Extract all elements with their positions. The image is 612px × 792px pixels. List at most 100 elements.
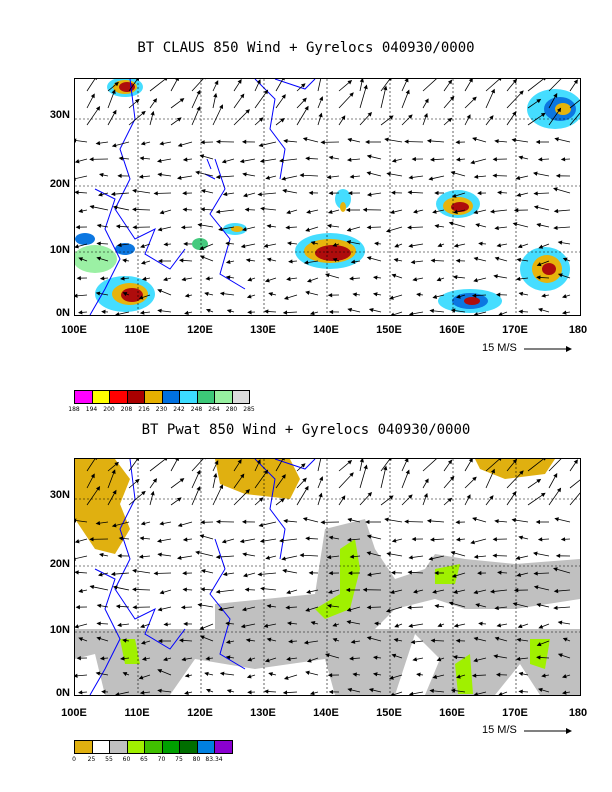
wind-vector-head: [471, 673, 477, 678]
wind-vector-head: [554, 137, 559, 142]
wind-vector-head: [215, 139, 221, 144]
bottom-lon-label: 110E: [124, 707, 150, 719]
wind-vector-head: [89, 157, 94, 162]
wind-vector-head: [404, 79, 409, 83]
wind-vector-head: [451, 573, 457, 578]
wind-vector-head: [453, 209, 458, 214]
wind-vector-head: [205, 276, 210, 281]
colorbar-swatch: [91, 740, 110, 754]
wind-vector-head: [98, 192, 103, 197]
wind-vector-head: [366, 605, 372, 610]
wind-vector-head: [140, 623, 145, 628]
wind-vector-head: [111, 523, 117, 528]
wind-vector-head: [159, 141, 164, 146]
wind-vector-head: [75, 159, 80, 164]
wind-vector-head: [246, 674, 252, 679]
wind-vector-head: [517, 244, 523, 249]
wind-vector-head: [424, 98, 429, 104]
wind-vector-head: [434, 604, 440, 609]
wind-vector-head: [556, 487, 562, 493]
wind-vector-head: [263, 89, 269, 95]
wind-vector-head: [413, 589, 418, 594]
wind-vector-head: [518, 155, 524, 160]
wind-vector-head: [515, 276, 521, 281]
wind-vector-head: [372, 292, 378, 297]
wind-vector-head: [489, 115, 494, 120]
wind-vector-head: [205, 656, 210, 661]
wind-vector: [391, 311, 403, 315]
wind-vector-head: [285, 605, 290, 610]
wind-vector-head: [282, 310, 288, 315]
wind-vector-head: [393, 258, 399, 263]
wind-vector-head: [196, 485, 201, 491]
wind-vector: [422, 79, 437, 92]
wind-vector-head: [308, 190, 313, 196]
wind-vector-head: [349, 92, 354, 97]
wind-vector-head: [259, 158, 265, 164]
wind-vector-head: [266, 637, 272, 642]
wind-vector-head: [496, 243, 502, 248]
wind-vector-head: [411, 536, 416, 542]
wind-vector-head: [158, 638, 163, 644]
wind-vector-head: [215, 209, 221, 214]
wind-vector: [75, 555, 88, 560]
wind-vector-head: [134, 478, 140, 484]
wind-vector-head: [213, 472, 218, 478]
wind-vector-head: [473, 174, 479, 179]
colorbar-tick-label: 55: [105, 756, 113, 763]
colorbar-swatch: [214, 740, 233, 754]
wind-vector-head: [471, 293, 477, 298]
wind-vector-head: [196, 89, 201, 95]
wind-vector-head: [372, 275, 378, 280]
colorbar-tick-label: 200: [103, 406, 115, 413]
wind-vector-head: [282, 459, 285, 461]
wind-vector: [548, 108, 561, 126]
wind-vector-head: [496, 623, 502, 628]
wind-vector-head: [182, 157, 188, 162]
wind-vector-head: [537, 157, 543, 162]
top-lon-label: 120E: [187, 324, 213, 336]
wind-vector-head: [560, 157, 566, 162]
wind-vector-head: [215, 519, 221, 524]
wind-vector-head: [468, 79, 473, 83]
wind-vector-head: [237, 459, 242, 464]
wind-vector-head: [475, 603, 480, 608]
wind-vector-head: [240, 473, 245, 479]
wind-vector-head: [205, 688, 211, 693]
wind-vector-head: [384, 517, 389, 522]
wind-vector-head: [518, 535, 524, 540]
wind-vector-head: [436, 277, 442, 282]
wind-vector-head: [138, 174, 144, 179]
wind-vector-head: [157, 227, 163, 232]
wind-vector-head: [197, 222, 203, 228]
wind-vector-head: [176, 117, 182, 122]
wind-vector-head: [496, 292, 501, 297]
wind-vector: [317, 79, 322, 92]
wind-vector-head: [512, 491, 517, 496]
wind-vector-head: [512, 222, 518, 227]
wind-vector-head: [215, 589, 221, 594]
wind-vector-head: [411, 156, 416, 162]
wind-vector-head: [175, 79, 179, 82]
bottom-map-graphics: [75, 459, 580, 695]
wind-vector-head: [117, 173, 122, 178]
wind-vector-head: [423, 492, 428, 498]
top-scale-text: 15 M/S: [482, 342, 517, 354]
wind-vector-head: [492, 157, 497, 162]
wind-vector: [485, 469, 495, 489]
wind-vector: [170, 459, 178, 472]
wind-vector-head: [157, 669, 163, 674]
wind-vector-head: [138, 675, 144, 680]
wind-vector-head: [359, 79, 364, 83]
wind-vector-head: [429, 308, 434, 313]
wind-vector-head: [132, 225, 137, 230]
wind-vector-head: [498, 79, 502, 82]
wind-vector-head: [150, 490, 155, 496]
colorbar-swatch: [196, 740, 215, 754]
wind-vector-head: [225, 241, 230, 246]
wind-vector-head: [538, 687, 543, 693]
wind-vector: [391, 691, 403, 695]
wind-vector-head: [225, 275, 231, 280]
wind-vector: [149, 459, 167, 472]
wind-vector-head: [453, 243, 459, 248]
